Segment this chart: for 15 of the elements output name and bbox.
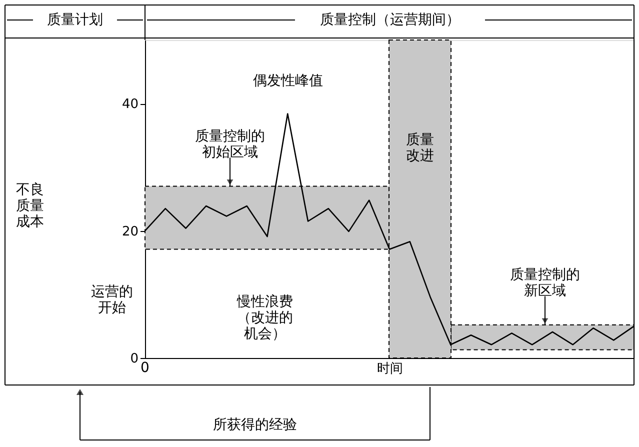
annotation: 偶发性峰值 (253, 72, 323, 89)
x-axis-title: 时间 (377, 362, 403, 376)
y-tick-label: 40 (122, 97, 138, 112)
y-tick-label: 0 (130, 352, 138, 366)
text: 0 (140, 360, 150, 376)
annotation: 质量控制的新区域 (510, 266, 580, 299)
text: 质量计划 (47, 12, 103, 28)
annotation: 质量控制的初始区域 (195, 128, 265, 160)
text: 运营的开始 (91, 284, 133, 316)
y-tick-label: 20 (122, 224, 138, 240)
text: 不良质量成本 (16, 182, 44, 230)
annotation: 质量改进 (406, 132, 434, 164)
text: 所获得的经验 (213, 417, 297, 433)
annotation: 慢性浪费（改进的机会） (236, 294, 293, 342)
text: 质量控制（运营期间） (320, 12, 460, 28)
